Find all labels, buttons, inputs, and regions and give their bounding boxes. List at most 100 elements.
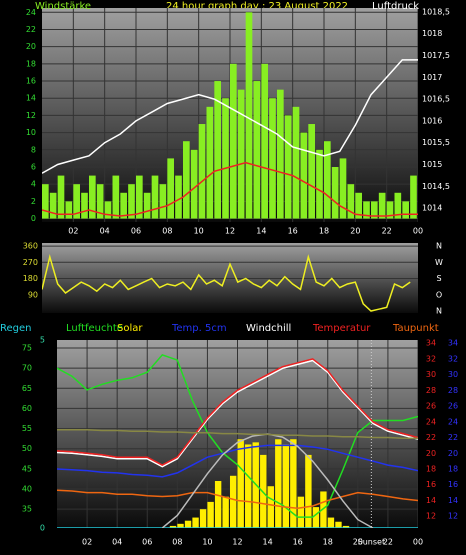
x-tick-label: 12	[225, 227, 235, 236]
y5-tick-label: 28	[448, 386, 458, 395]
y2-tick-label: 1017,5	[422, 51, 450, 60]
bar	[378, 192, 386, 219]
legend-entry: Windstärke	[35, 1, 91, 12]
x-tick-label: 18	[319, 227, 329, 236]
bar	[305, 454, 312, 528]
bar	[167, 158, 174, 219]
x-tick-label: 20	[353, 538, 363, 547]
y-tick-label: 45	[22, 464, 32, 473]
legend-entry: Temp. 5cm	[171, 323, 227, 334]
plot-layer	[42, 245, 418, 312]
y-tick-label: 70	[22, 364, 32, 373]
legend-entry: Luftfeuchte	[66, 323, 123, 334]
x-tick-label: 16	[293, 538, 303, 547]
y5-tick-label: 12	[448, 512, 458, 521]
bar	[410, 175, 417, 219]
y2-tick-label: 1015	[422, 160, 442, 169]
y2-tick-label: 20	[426, 449, 436, 458]
bar	[175, 175, 182, 219]
plot-area	[42, 243, 418, 313]
bar	[57, 175, 65, 219]
bar	[128, 184, 135, 219]
y2-tick-label: 28	[426, 386, 436, 395]
y-tick-label: 16	[26, 77, 36, 86]
legend-entry: Solar	[117, 323, 143, 334]
bar	[253, 81, 261, 219]
bar	[214, 81, 221, 219]
series-line	[57, 354, 418, 518]
y-tick-label: 24	[26, 8, 36, 17]
series-line	[57, 428, 418, 440]
x-tick-label: 02	[68, 227, 78, 236]
x-tick-label: 08	[162, 227, 172, 236]
y2-tick-label: W	[435, 258, 443, 267]
bar	[308, 124, 315, 219]
bar	[159, 184, 167, 219]
bar	[342, 525, 350, 528]
x-tick-label: 22	[383, 538, 393, 547]
bar	[169, 525, 177, 528]
y-tick-label: 360	[23, 242, 38, 251]
bar	[230, 63, 237, 219]
bar	[275, 439, 282, 528]
y2-tick-label: 12	[426, 512, 436, 521]
bar	[245, 444, 252, 528]
legend-entry: Luftdruck	[372, 1, 419, 12]
bar	[284, 115, 292, 219]
bar	[49, 192, 57, 219]
bar	[214, 481, 222, 528]
y-tick-label: 65	[22, 384, 32, 393]
y2-tick-label: 22	[426, 433, 436, 442]
y3-tick-label: 5	[40, 336, 45, 345]
series-line	[57, 444, 418, 478]
legend-entry: Temperatur	[312, 323, 371, 334]
y-tick-label: 12	[26, 111, 36, 120]
y2-tick-label: 14	[426, 496, 436, 505]
series-line	[42, 161, 418, 217]
y2-tick-label: 1016	[422, 116, 442, 125]
y5-tick-label: 24	[448, 417, 458, 426]
y5-tick-label: 18	[448, 465, 458, 474]
series-line	[57, 489, 418, 510]
bar	[245, 12, 253, 219]
bar	[335, 521, 342, 528]
y5-tick-label: 34	[448, 339, 458, 348]
x-tick-label: 00	[413, 538, 423, 547]
bar	[267, 486, 274, 528]
bar	[290, 439, 297, 528]
bar	[177, 523, 184, 528]
y2-tick-label: 1014,5	[422, 182, 450, 191]
y2-tick-label: 32	[426, 354, 436, 363]
bar	[327, 517, 335, 528]
bar	[120, 192, 127, 219]
annotation: Sunset	[358, 538, 385, 547]
y2-tick-label: 16	[426, 480, 436, 489]
bar	[320, 491, 327, 528]
series-line	[42, 59, 418, 174]
y-tick-label: 90	[28, 290, 38, 299]
series-line	[57, 359, 418, 468]
x-tick-label: 18	[323, 538, 333, 547]
bar	[292, 106, 300, 219]
legend-entry: Regen	[0, 323, 32, 334]
bar	[42, 184, 49, 219]
bar	[73, 184, 80, 219]
x-tick-label: 06	[131, 227, 141, 236]
bar	[237, 89, 245, 219]
bar	[297, 496, 305, 528]
bar	[151, 175, 159, 219]
bar	[184, 520, 192, 528]
bar	[206, 106, 214, 219]
bar	[81, 192, 88, 219]
y-tick-label: 22	[26, 25, 36, 34]
y2-tick-label: 1017	[422, 73, 442, 82]
y-tick-label: 55	[22, 424, 32, 433]
y-tick-label: 18	[26, 59, 36, 68]
y-tick-label: 180	[23, 274, 38, 283]
bar	[136, 175, 143, 219]
plot-layer	[57, 340, 418, 528]
x-tick-label: 14	[256, 227, 266, 236]
y2-tick-label: 1016,5	[422, 95, 450, 104]
bar	[300, 132, 308, 219]
y2-tick-label: O	[436, 290, 442, 299]
